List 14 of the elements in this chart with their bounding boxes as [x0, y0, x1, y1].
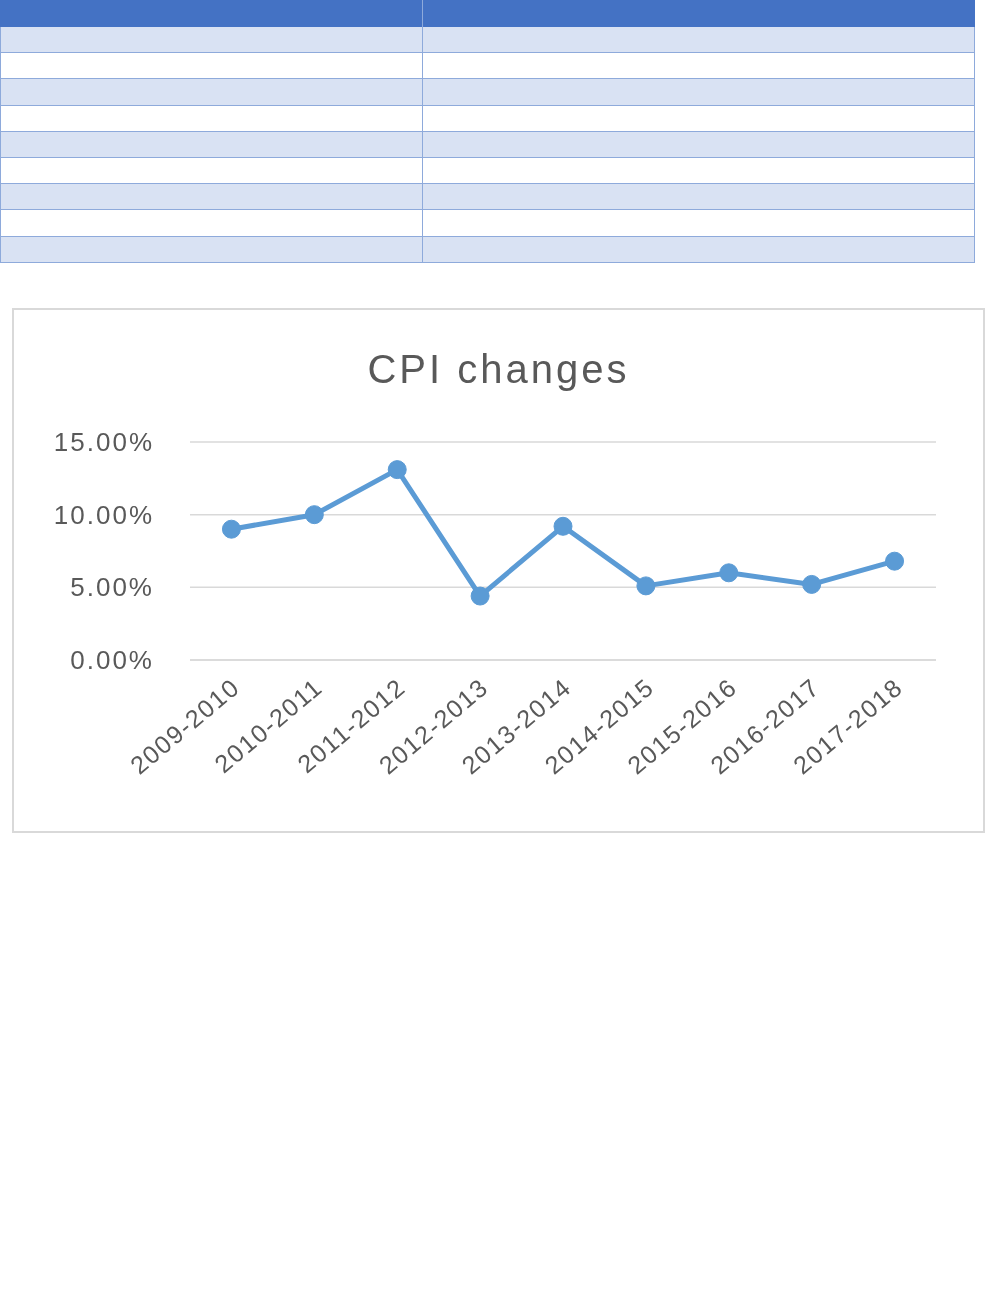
point	[885, 551, 905, 571]
y-tick-label: 0.00%	[70, 645, 154, 675]
y-tick-label: 15.00%	[53, 427, 154, 457]
point	[387, 460, 407, 480]
point	[470, 586, 490, 606]
point	[304, 505, 324, 525]
chart-title: CPI changes	[366, 346, 631, 392]
y-tick-label: 5.00%	[70, 572, 154, 603]
point	[719, 563, 739, 583]
point	[221, 519, 241, 539]
point	[802, 574, 822, 594]
point	[636, 576, 656, 596]
y-tick-label: 10.00%	[53, 499, 154, 530]
point	[553, 516, 573, 536]
